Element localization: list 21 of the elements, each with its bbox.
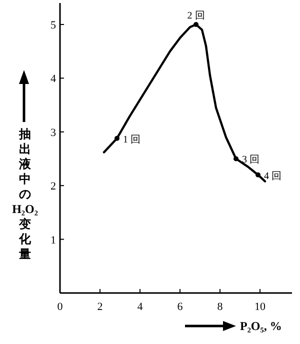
annotation: 1 回 (123, 134, 140, 146)
x-tick-label: 0 (57, 301, 64, 313)
point (234, 156, 238, 162)
point (114, 136, 120, 141)
y-tick-label: 1 (50, 234, 56, 246)
y-tick-label: 2 (50, 180, 56, 193)
x-axis-title: P₂O₅, % (240, 319, 282, 333)
y-tick-label: 4 (50, 73, 56, 86)
x-tick-label: 6 (177, 301, 184, 313)
point (256, 172, 260, 178)
y-tick-label: 3 (50, 126, 56, 139)
x-tick-label: 8 (217, 301, 224, 313)
x-tick-label: 4 (137, 301, 144, 313)
annotation: 3 回 (242, 154, 260, 166)
x-tick-label: 10 (254, 301, 266, 313)
point (194, 22, 198, 27)
x-tick-label: 2 (97, 301, 103, 313)
annotation: 4 回 (264, 170, 282, 182)
annotation: 2 回 (187, 10, 205, 22)
y-tick-label: 5 (50, 19, 56, 32)
ylabel: 抽出液中のH₂O₂变化量 (12, 127, 38, 261)
